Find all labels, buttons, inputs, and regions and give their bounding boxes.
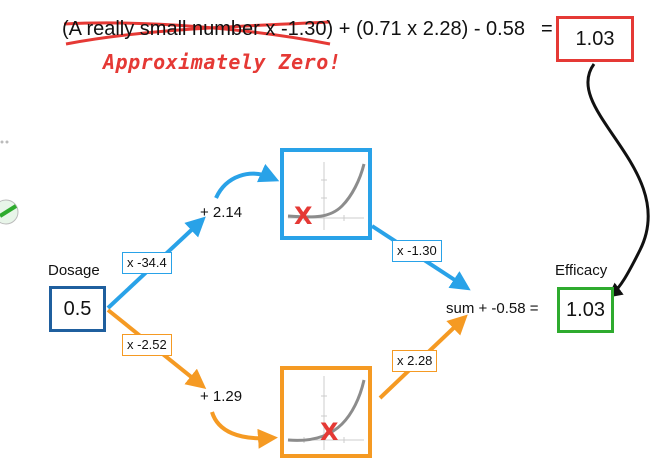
- margin-green-stroke: [0, 204, 18, 218]
- approximately-zero-annotation: Approximately Zero!: [103, 50, 342, 74]
- weight-top-out: x -1.30: [392, 240, 442, 262]
- marker-top: X: [294, 202, 313, 230]
- efficacy-box: 1.03: [557, 287, 614, 333]
- marker-bottom: X: [320, 418, 339, 446]
- arrow-result-to-efficacy: [586, 63, 650, 298]
- hidden-node-top: X: [280, 148, 372, 240]
- efficacy-value: 1.03: [566, 298, 605, 321]
- weight-bottom-out: x 2.28: [392, 350, 438, 372]
- arrow-top-bias-to-node: [214, 163, 280, 199]
- margin-dots: [0, 140, 9, 144]
- equation-struck-term: (A really small number x -1.30): [62, 18, 334, 40]
- equation-rest: + (0.71 x 2.28) - 0.58: [333, 18, 525, 40]
- bias-top: + 2.14: [200, 204, 243, 221]
- weight-top-in: x -34.4: [122, 252, 172, 274]
- dosage-box: 0.5: [49, 286, 106, 332]
- equation-equals: =: [541, 18, 553, 40]
- efficacy-label: Efficacy: [555, 262, 608, 279]
- strike-through: [63, 20, 331, 46]
- sum-label: sum + -0.58 =: [446, 300, 539, 317]
- dosage-value: 0.5: [63, 297, 92, 320]
- weight-bottom-in: x -2.52: [122, 334, 172, 356]
- activation-curve-bottom: X: [287, 376, 366, 450]
- equation-result-box: 1.03: [556, 16, 634, 62]
- dosage-label: Dosage: [48, 262, 100, 279]
- activation-curve-top: X: [287, 162, 366, 230]
- hidden-node-bottom: X: [280, 366, 372, 458]
- bias-bottom: + 1.29: [200, 388, 243, 405]
- equation: (A really small number x -1.30) + (0.71 …: [62, 18, 525, 41]
- arrow-bottom-bias-to-node: [210, 411, 278, 449]
- equation-result: 1.03: [575, 27, 615, 50]
